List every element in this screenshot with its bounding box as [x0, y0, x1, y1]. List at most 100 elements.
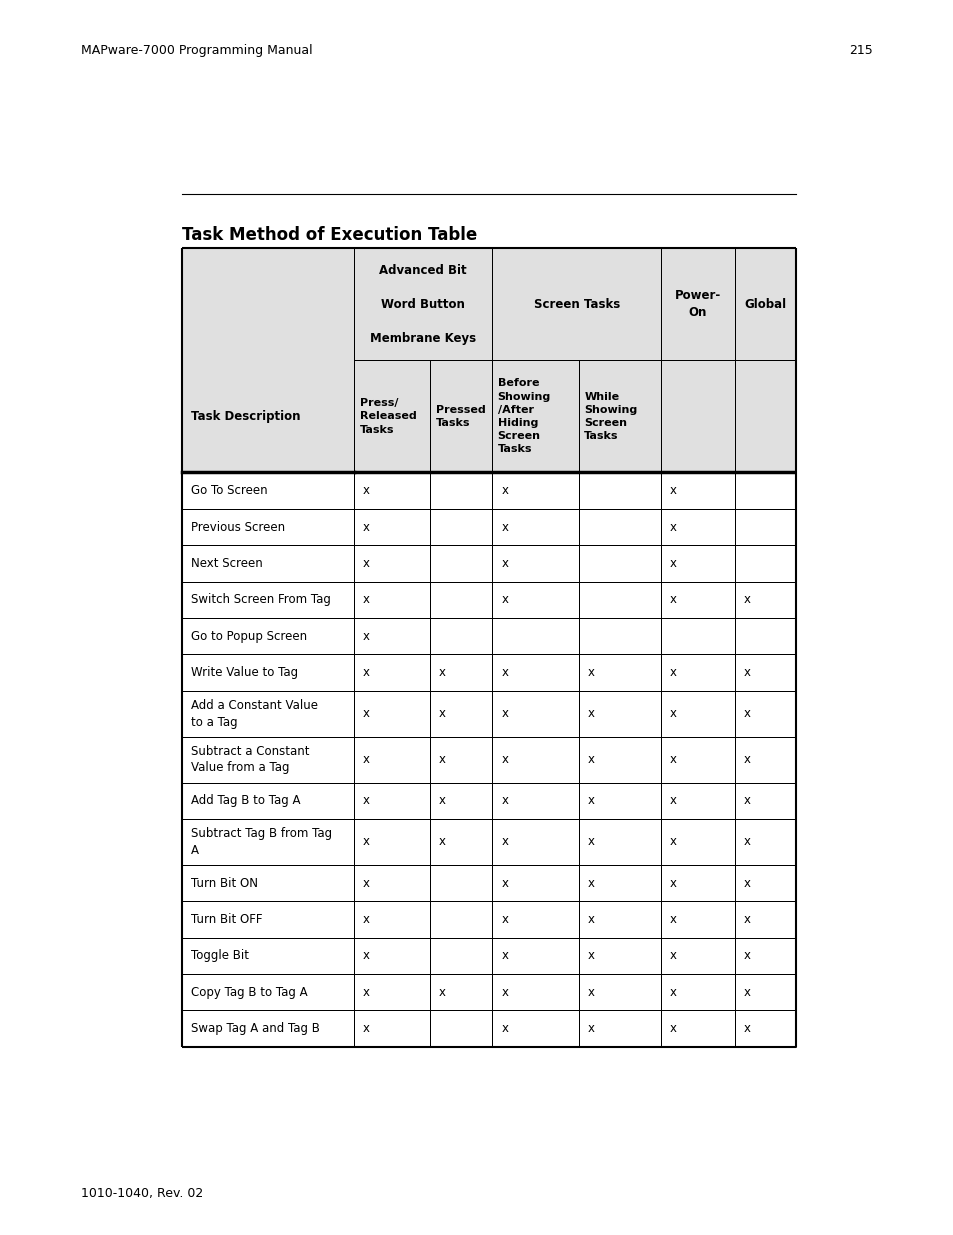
Text: x: x — [438, 666, 445, 679]
Text: x: x — [500, 986, 508, 999]
Text: x: x — [500, 877, 508, 889]
Text: Task Method of Execution Table: Task Method of Execution Table — [182, 226, 476, 245]
Text: x: x — [500, 666, 508, 679]
Text: Switch Screen From Tag: Switch Screen From Tag — [191, 593, 331, 606]
Text: x: x — [743, 1023, 750, 1035]
Bar — [734, 361, 795, 473]
Text: x: x — [438, 794, 445, 808]
Text: x: x — [500, 708, 508, 720]
Text: Power-
On: Power- On — [674, 289, 720, 319]
Text: x: x — [362, 1023, 370, 1035]
Bar — [354, 361, 429, 473]
Text: x: x — [500, 913, 508, 926]
Text: Task Description: Task Description — [191, 410, 300, 422]
Text: Global: Global — [743, 298, 785, 311]
Text: x: x — [587, 1023, 595, 1035]
Text: x: x — [669, 877, 677, 889]
Text: x: x — [587, 708, 595, 720]
Text: x: x — [362, 877, 370, 889]
Bar — [492, 248, 660, 361]
Text: x: x — [743, 753, 750, 766]
Text: x: x — [743, 835, 750, 848]
Text: x: x — [500, 557, 508, 571]
Text: x: x — [669, 557, 677, 571]
Text: Copy Tag B to Tag A: Copy Tag B to Tag A — [191, 986, 307, 999]
Text: x: x — [438, 708, 445, 720]
Text: Previous Screen: Previous Screen — [191, 521, 285, 534]
Text: Turn Bit ON: Turn Bit ON — [191, 877, 257, 889]
Text: x: x — [669, 708, 677, 720]
Text: x: x — [438, 753, 445, 766]
Text: x: x — [362, 521, 370, 534]
Text: x: x — [669, 986, 677, 999]
Text: x: x — [743, 877, 750, 889]
Text: x: x — [587, 986, 595, 999]
Text: x: x — [669, 666, 677, 679]
Text: x: x — [362, 835, 370, 848]
Text: x: x — [669, 913, 677, 926]
Text: x: x — [743, 794, 750, 808]
Text: x: x — [743, 913, 750, 926]
Text: Add Tag B to Tag A: Add Tag B to Tag A — [191, 794, 300, 808]
Text: 215: 215 — [848, 44, 872, 58]
Text: x: x — [669, 950, 677, 962]
Text: x: x — [362, 630, 370, 642]
Text: x: x — [362, 666, 370, 679]
Text: x: x — [669, 753, 677, 766]
Text: x: x — [362, 913, 370, 926]
Text: Go To Screen: Go To Screen — [191, 484, 267, 498]
Text: Turn Bit OFF: Turn Bit OFF — [191, 913, 262, 926]
Text: x: x — [587, 753, 595, 766]
Text: Write Value to Tag: Write Value to Tag — [191, 666, 297, 679]
Text: Next Screen: Next Screen — [191, 557, 262, 571]
Text: x: x — [500, 794, 508, 808]
Text: x: x — [587, 666, 595, 679]
Text: x: x — [362, 950, 370, 962]
Text: x: x — [500, 950, 508, 962]
Bar — [429, 361, 492, 473]
Text: x: x — [362, 557, 370, 571]
Text: Advanced Bit

Word Button

Membrane Keys: Advanced Bit Word Button Membrane Keys — [370, 263, 476, 345]
Text: x: x — [743, 950, 750, 962]
Text: x: x — [669, 835, 677, 848]
Text: Toggle Bit: Toggle Bit — [191, 950, 249, 962]
Text: x: x — [587, 913, 595, 926]
Bar — [182, 248, 354, 473]
Text: x: x — [362, 986, 370, 999]
Text: x: x — [669, 593, 677, 606]
Text: x: x — [500, 753, 508, 766]
Text: x: x — [362, 794, 370, 808]
Text: Swap Tag A and Tag B: Swap Tag A and Tag B — [191, 1023, 319, 1035]
Text: x: x — [669, 484, 677, 498]
Bar — [660, 361, 734, 473]
Text: Add a Constant Value
to a Tag: Add a Constant Value to a Tag — [191, 699, 317, 729]
Text: x: x — [587, 794, 595, 808]
Text: Subtract Tag B from Tag
A: Subtract Tag B from Tag A — [191, 827, 332, 857]
Text: x: x — [587, 950, 595, 962]
Text: x: x — [362, 593, 370, 606]
Text: MAPware-7000 Programming Manual: MAPware-7000 Programming Manual — [81, 44, 313, 58]
Text: Subtract a Constant
Value from a Tag: Subtract a Constant Value from a Tag — [191, 745, 309, 774]
Text: While
Showing
Screen
Tasks: While Showing Screen Tasks — [583, 391, 637, 441]
Text: x: x — [500, 835, 508, 848]
Text: x: x — [362, 708, 370, 720]
Text: x: x — [438, 986, 445, 999]
Text: x: x — [587, 835, 595, 848]
Text: x: x — [743, 986, 750, 999]
Bar — [354, 248, 492, 361]
Text: x: x — [500, 521, 508, 534]
Text: Pressed
Tasks: Pressed Tasks — [436, 405, 485, 429]
Text: x: x — [587, 877, 595, 889]
Bar — [734, 248, 795, 361]
Text: Go to Popup Screen: Go to Popup Screen — [191, 630, 307, 642]
Text: x: x — [743, 666, 750, 679]
Text: x: x — [362, 484, 370, 498]
Text: x: x — [669, 521, 677, 534]
Text: Press/
Released
Tasks: Press/ Released Tasks — [359, 398, 416, 435]
Text: Screen Tasks: Screen Tasks — [533, 298, 619, 311]
Bar — [578, 361, 660, 473]
Text: x: x — [362, 753, 370, 766]
Text: Before
Showing
/After
Hiding
Screen
Tasks: Before Showing /After Hiding Screen Task… — [497, 378, 550, 454]
Text: x: x — [500, 484, 508, 498]
Text: x: x — [743, 708, 750, 720]
